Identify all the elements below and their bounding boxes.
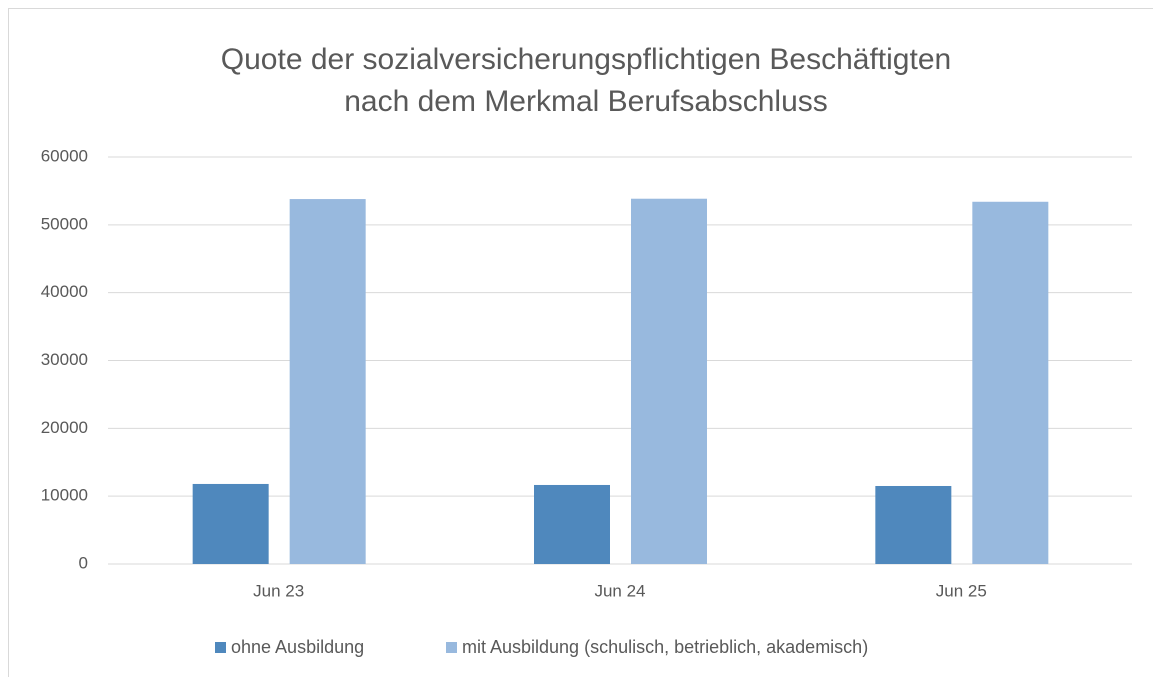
x-tick-label: Jun 25 <box>936 581 987 600</box>
legend-swatch <box>446 642 457 653</box>
chart-title: nach dem Merkmal Berufsabschluss <box>344 85 828 118</box>
bar <box>631 198 707 564</box>
bar <box>534 484 610 564</box>
chart-title: Quote der sozialversicherungspflichtigen… <box>221 43 951 76</box>
x-tick-label: Jun 23 <box>253 581 304 600</box>
legend-label: mit Ausbildung (schulisch, betrieblich, … <box>462 637 868 657</box>
bar <box>192 483 269 564</box>
bar <box>972 201 1049 564</box>
y-tick-label: 10000 <box>41 486 88 505</box>
y-tick-label: 0 <box>79 553 88 572</box>
legend-swatch <box>215 642 226 653</box>
chart-frame <box>8 8 1153 677</box>
legend-label: ohne Ausbildung <box>231 637 364 657</box>
y-tick-label: 30000 <box>41 350 88 369</box>
y-tick-label: 50000 <box>41 214 88 233</box>
y-tick-label: 40000 <box>41 282 88 301</box>
y-tick-label: 20000 <box>41 418 88 437</box>
x-tick-label: Jun 24 <box>594 581 645 600</box>
bar <box>875 485 952 564</box>
y-tick-label: 60000 <box>41 146 88 165</box>
bar <box>289 199 366 564</box>
